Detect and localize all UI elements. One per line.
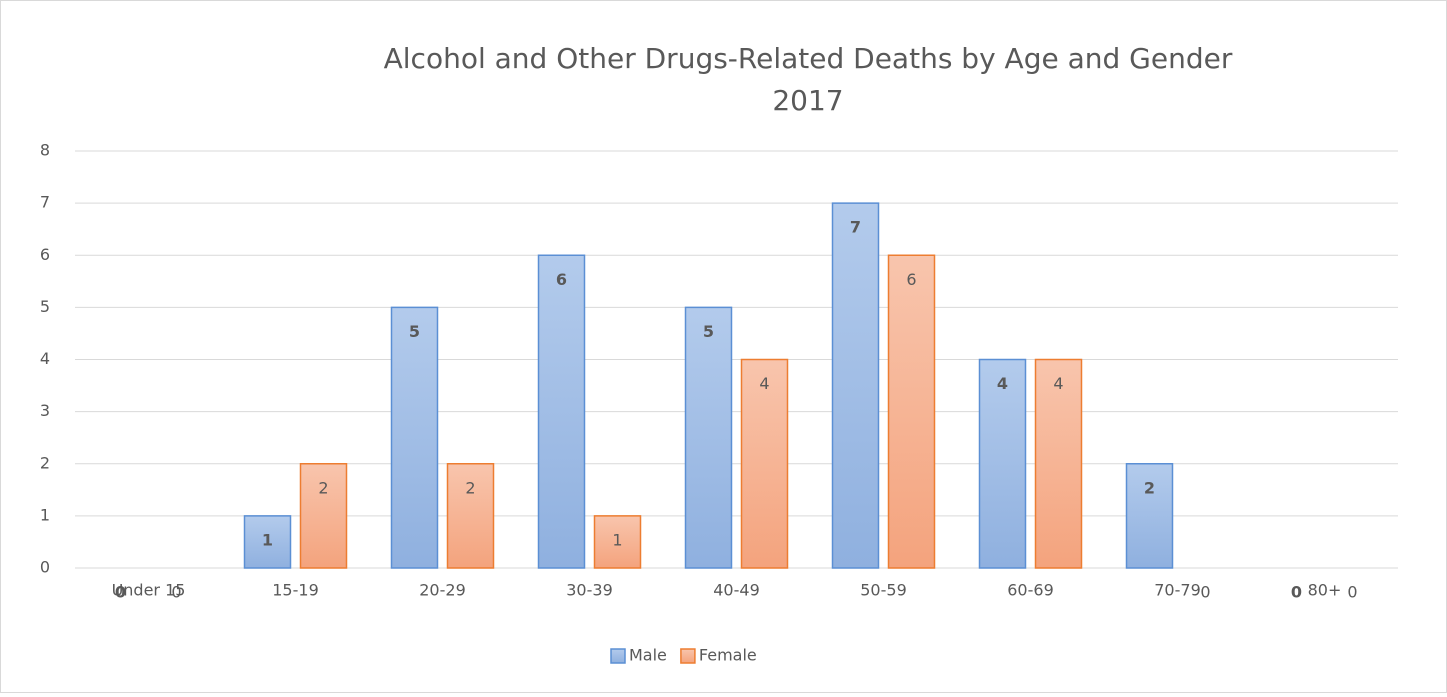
data-label: 7 xyxy=(850,218,861,237)
data-label: 6 xyxy=(556,270,567,289)
legend-swatch xyxy=(610,648,626,664)
x-tick-label: Under 15 xyxy=(112,581,186,600)
x-tick-label: 30-39 xyxy=(566,581,613,600)
x-tick-label: 40-49 xyxy=(713,581,760,600)
bar xyxy=(446,463,495,569)
bar xyxy=(537,254,586,569)
y-tick-label: 1 xyxy=(40,505,50,524)
bar xyxy=(243,515,292,569)
data-label: 0 xyxy=(1347,583,1357,602)
data-label: 6 xyxy=(906,270,916,289)
bar xyxy=(593,515,642,569)
data-label: 4 xyxy=(997,374,1008,393)
bar xyxy=(299,463,348,569)
data-label: 2 xyxy=(465,478,475,497)
x-tick-label: 50-59 xyxy=(860,581,907,600)
y-tick-label: 4 xyxy=(40,349,50,368)
chart-title: Alcohol and Other Drugs-Related Deaths b… xyxy=(384,42,1233,75)
bar xyxy=(887,254,936,569)
y-tick-label: 6 xyxy=(40,245,50,264)
data-label: 0 xyxy=(171,583,181,602)
bar xyxy=(684,306,733,569)
chart-subtitle: 2017 xyxy=(772,84,843,117)
data-label: 5 xyxy=(409,322,420,341)
legend-label: Female xyxy=(699,646,757,665)
y-tick-label: 2 xyxy=(40,453,50,472)
data-label: 4 xyxy=(1053,374,1063,393)
x-tick-label: 80+ xyxy=(1308,581,1342,600)
bar xyxy=(831,202,880,569)
data-label: 0 xyxy=(1291,583,1302,602)
data-label: 2 xyxy=(318,478,328,497)
data-label: 0 xyxy=(115,583,126,602)
bar xyxy=(978,358,1027,569)
data-label: 2 xyxy=(1144,478,1155,497)
legend-label: Male xyxy=(629,646,667,665)
data-label: 0 xyxy=(1200,583,1210,602)
x-tick-label: 70-79 xyxy=(1154,581,1201,600)
y-tick-label: 5 xyxy=(40,297,50,316)
y-tick-label: 8 xyxy=(40,141,50,160)
y-tick-label: 0 xyxy=(40,558,50,577)
bar xyxy=(390,306,439,569)
data-label: 5 xyxy=(703,322,714,341)
data-label: 1 xyxy=(612,530,622,549)
bar xyxy=(1125,463,1174,569)
y-tick-label: 3 xyxy=(40,401,50,420)
x-tick-label: 15-19 xyxy=(272,581,319,600)
data-label: 1 xyxy=(262,530,273,549)
x-tick-label: 60-69 xyxy=(1007,581,1054,600)
data-label: 4 xyxy=(759,374,769,393)
bar xyxy=(1034,358,1083,569)
y-tick-label: 7 xyxy=(40,193,50,212)
x-tick-label: 20-29 xyxy=(419,581,466,600)
bar xyxy=(740,358,789,569)
legend-swatch xyxy=(680,648,696,664)
